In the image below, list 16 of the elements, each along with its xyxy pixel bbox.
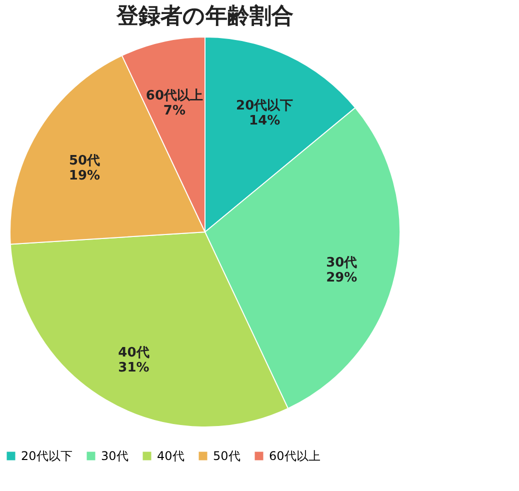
data-label: 7% xyxy=(163,103,186,118)
data-label: 29% xyxy=(326,270,358,286)
chart-title: 登録者の年齢割合 xyxy=(116,4,294,29)
slice-label: 20代以下 xyxy=(236,98,294,114)
slice-label: 50代 xyxy=(68,154,100,169)
legend-label: 40代 xyxy=(157,449,184,463)
data-label: 31% xyxy=(118,360,150,376)
legend-label: 50代 xyxy=(213,449,240,463)
slice-label: 40代 xyxy=(118,346,150,361)
data-label: 14% xyxy=(249,113,280,128)
legend-label: 20代以下 xyxy=(21,449,72,463)
data-label: 19% xyxy=(68,168,100,184)
slice-label: 30代 xyxy=(326,256,358,271)
slice-label: 60代以上 xyxy=(146,88,204,104)
legend-label: 30代 xyxy=(101,449,128,463)
legend-label: 60代以上 xyxy=(269,449,320,463)
